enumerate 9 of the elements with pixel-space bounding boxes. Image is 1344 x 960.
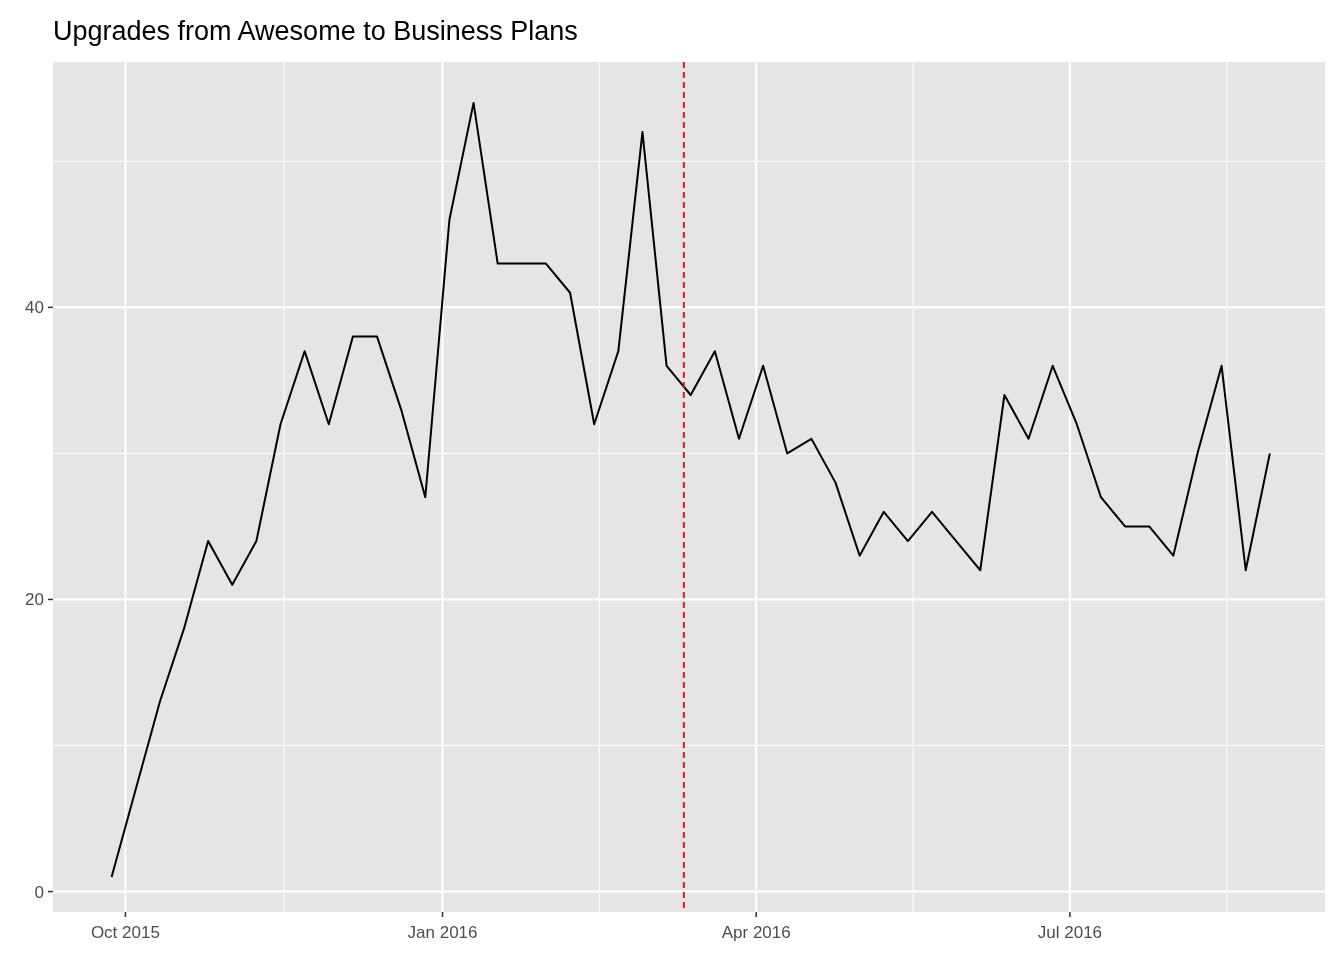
chart-title: Upgrades from Awesome to Business Plans [53,16,578,46]
y-tick-label: 20 [25,590,44,610]
x-tick-label: Jan 2016 [407,923,478,942]
y-tick-label: 0 [34,882,44,902]
x-tick-label: Jul 2016 [1037,923,1103,942]
line-series [110,101,1271,878]
y-tick-label: 40 [25,298,44,318]
x-tick-label: Oct 2015 [90,923,160,942]
x-tick-label: Apr 2016 [721,923,791,942]
